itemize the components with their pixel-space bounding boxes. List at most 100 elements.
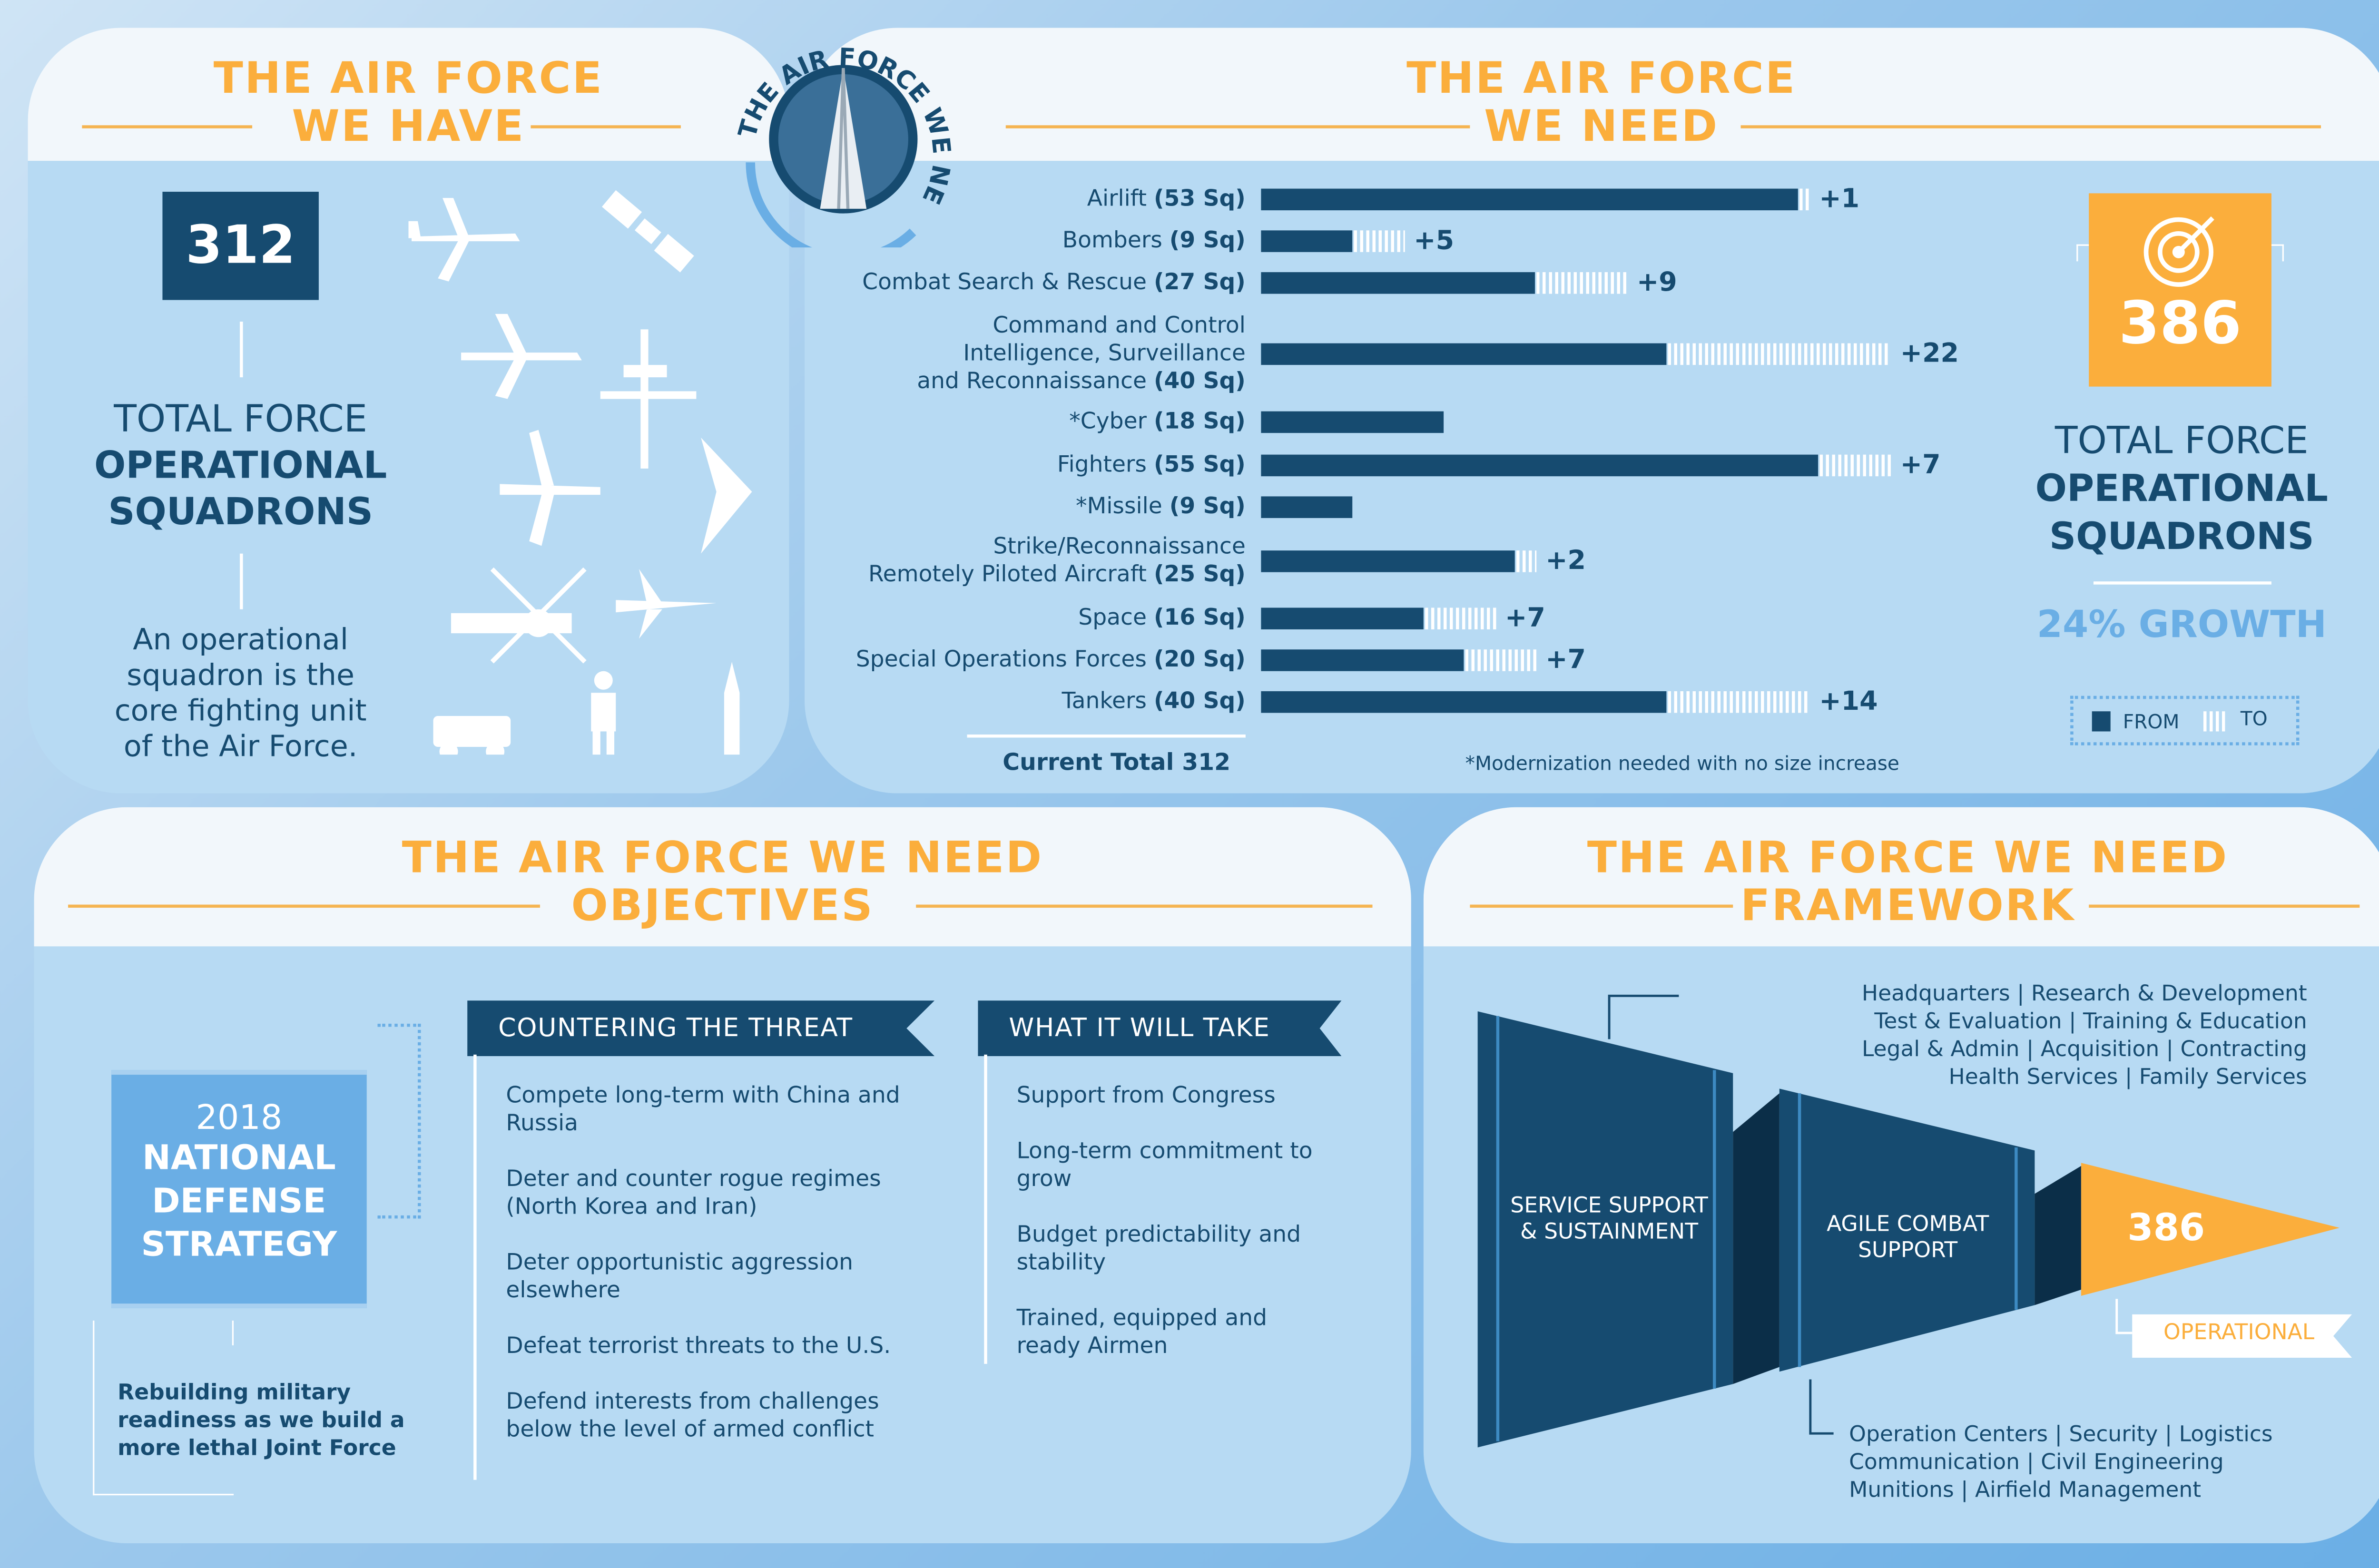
bar-current [1261, 691, 1667, 713]
divider [2089, 904, 2360, 907]
threat-item: Deter opportunistic aggression elsewhere [506, 1251, 854, 1304]
tanker-plane-icon [461, 314, 582, 399]
requirement-item: Budget predictability and stability [1016, 1223, 1301, 1276]
divider [1740, 125, 2321, 128]
divider [82, 125, 253, 128]
aircraft-icons [408, 190, 752, 755]
increase-label: +7 [1900, 450, 1941, 481]
panel-header [34, 807, 1411, 947]
label-operational: OPERATIONAL [2035, 467, 2328, 510]
category-label: Bombers (9 Sq) [1062, 229, 1246, 254]
stage-3-label: OPERATIONAL [2163, 1320, 2315, 1345]
function-line: Legal & Admin | Acquisition | Contractin… [1861, 1038, 2307, 1063]
bar-current [1261, 343, 1667, 365]
category-label: Strike/Reconnaissance Remotely Piloted Ai… [868, 535, 1246, 588]
bar-increase [1820, 454, 1891, 477]
bar-current [1261, 550, 1514, 572]
emblem: THE AIR FORCE WE NEED [717, 0, 959, 264]
support-functions-bottom: Operation Centers | Security | Logistics… [1849, 1421, 2272, 1505]
stage-3-count: 386 [2127, 1206, 2205, 1250]
readiness-note: Rebuilding military readiness as we buil… [118, 1381, 405, 1461]
bar-increase [1425, 608, 1496, 629]
emblem-seal: THE AIR FORCE WE NEED [717, 0, 956, 264]
bar-current [1261, 188, 1799, 211]
bomber-plane-icon [500, 430, 600, 546]
requirement-item: Trained, equipped and ready Airmen [1016, 1306, 1268, 1360]
national-defense-strategy-box: 2018 NATIONAL DEFENSE STRATEGY [111, 1070, 367, 1308]
category-label: Tankers (40 Sq) [1062, 689, 1246, 715]
footnote: *Modernization needed with no size incre… [1465, 751, 1899, 775]
countering-threat-banner: COUNTERING THE THREAT [467, 1000, 935, 1057]
increase-label: +14 [1819, 686, 1878, 718]
stage-agile-combat [1779, 1088, 2035, 1372]
increase-label: +7 [1545, 645, 1586, 676]
framework-funnel [1477, 994, 2352, 1448]
nds-line-2: DEFENSE [152, 1183, 326, 1222]
bar-current [1261, 272, 1535, 294]
squadron-count-box: 312 [162, 192, 319, 300]
growth-label: 24% GROWTH [2036, 603, 2327, 647]
title-line-1: THE AIR FORCE [1406, 52, 1797, 104]
drone-icon [600, 329, 697, 469]
panel-header [805, 28, 2379, 161]
label-operational: OPERATIONAL [94, 443, 387, 487]
function-line: Health Services | Family Services [1948, 1065, 2307, 1090]
stage-service-support [1477, 1011, 1733, 1448]
bar-increase [1668, 691, 1810, 713]
divider [473, 1054, 476, 1480]
function-line: Munitions | Airfield Management [1849, 1478, 2202, 1503]
panel-header [1423, 807, 2379, 947]
category-label: *Missile (9 Sq) [1076, 495, 1246, 520]
increase-label: +7 [1505, 603, 1545, 634]
divider [984, 1054, 987, 1364]
category-label: *Cyber (18 Sq) [1069, 410, 1246, 435]
bar-increase [1516, 550, 1536, 572]
bar-increase [1465, 649, 1536, 671]
target-icon [2143, 216, 2214, 287]
category-label: Airlift (53 Sq) [1087, 187, 1246, 212]
bar-current [1261, 608, 1424, 629]
legend-to-label: TO [2240, 706, 2268, 730]
function-line: Test & Evaluation | Training & Education [1874, 1009, 2307, 1035]
panel-air-force-we-need: THE AIR FORCE WE NEED Airlift (53 Sq) +1 B… [805, 28, 2379, 794]
squadron-bar-chart: Airlift (53 Sq) +1 Bombers (9 Sq) +5 Combat … [805, 28, 2379, 794]
target-count: 386 [2119, 289, 2242, 357]
title-line-1: THE AIR FORCE [213, 52, 604, 104]
helicopter-icon [451, 567, 587, 664]
divider [240, 322, 242, 378]
function-line: Headquarters | Research & Development [1861, 982, 2307, 1007]
panel-framework: THE AIR FORCE WE NEED FRAMEWORK SERVICE … [1423, 807, 2379, 1543]
chart-legend: FROM TO [2070, 696, 2300, 745]
category-label: Special Operations Forces (20 Sq) [855, 647, 1246, 673]
category-label: Combat Search & Rescue (27 Sq) [862, 270, 1246, 295]
threat-item: Compete long-term with China and Russia [506, 1084, 900, 1137]
increase-label: +2 [1545, 546, 1586, 577]
bar-increase [1536, 272, 1628, 294]
frame-line [189, 1320, 234, 1345]
connector [377, 1023, 421, 1219]
threat-item: Defeat terrorist threats to the U.S. [506, 1334, 891, 1360]
bar-current [1261, 649, 1464, 671]
title-line-1: THE AIR FORCE WE NEED [402, 832, 1043, 883]
bar-increase [1799, 188, 1810, 211]
panel-objectives: THE AIR FORCE WE NEED OBJECTIVES 2018 NA… [34, 807, 1411, 1543]
squadron-description: An operational squadron is the core figh… [114, 623, 367, 764]
threat-item: Defend interests from challenges below t… [506, 1390, 879, 1443]
title-line-2: WE HAVE [292, 100, 525, 152]
cargo-plane-icon [408, 198, 520, 282]
nds-line-3: STRATEGY [141, 1226, 337, 1265]
increase-label: +1 [1819, 184, 1860, 215]
nds-year: 2018 [196, 1099, 283, 1138]
requirement-item: Long-term commitment to grow [1016, 1139, 1313, 1193]
support-functions-top: Headquarters | Research & Development Te… [1862, 980, 2307, 1092]
divider [916, 904, 1373, 907]
label-total-force: TOTAL FORCE [2055, 419, 2309, 462]
bar-current [1261, 230, 1353, 252]
panel-air-force-we-have: THE AIR FORCE WE HAVE 312 TOTAL FORCE OP… [28, 28, 789, 794]
requirements-list: Support from Congress Long-term commitme… [1017, 1082, 1326, 1389]
title-line-1: THE AIR FORCE WE NEED [1587, 832, 2229, 883]
category-label: Space (16 Sq) [1078, 606, 1246, 631]
stage-1-label: SERVICE SUPPORT & SUSTAINMENT [1510, 1194, 1708, 1245]
increase-label: +9 [1636, 267, 1677, 299]
